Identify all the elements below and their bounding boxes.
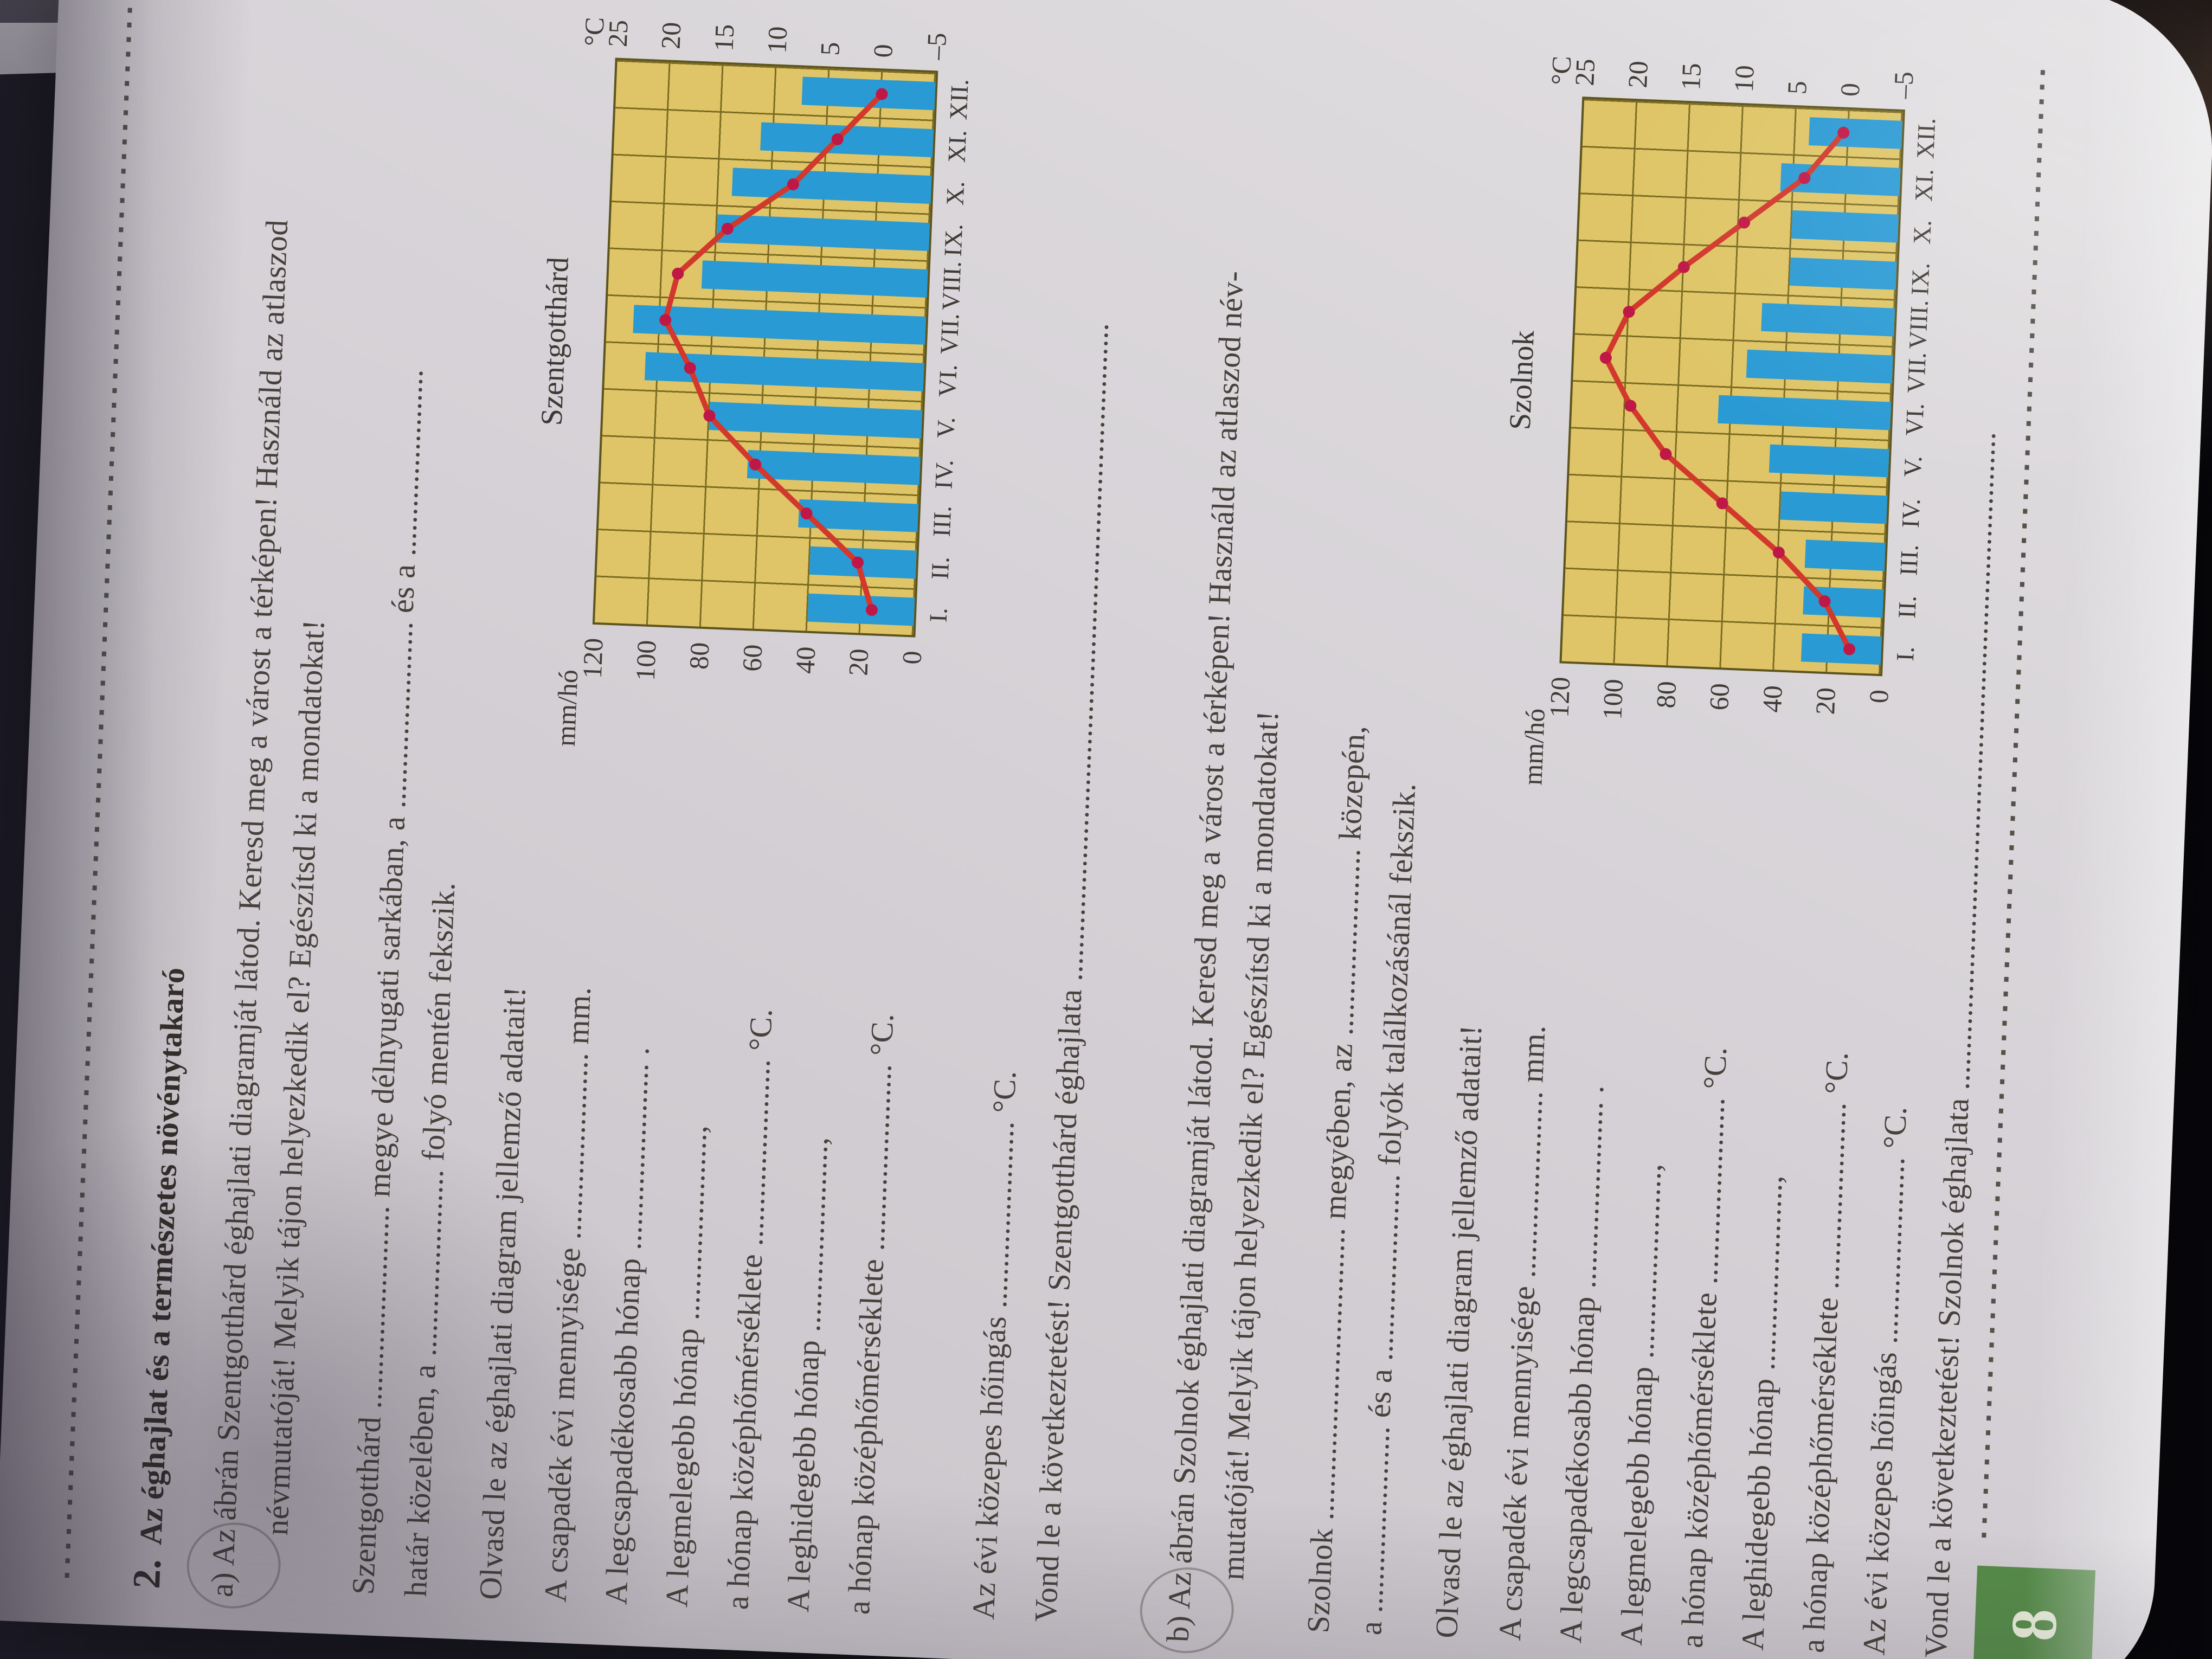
mm-tick-label: 20 <box>843 648 874 677</box>
a-conclusion-line: Vond le a következtetést! Szentgotthárd … <box>1027 321 1115 1623</box>
month-label: VI. <box>933 364 962 398</box>
mm-tick-label: 100 <box>629 639 662 681</box>
month-label: XI. <box>1909 168 1939 202</box>
b-read-prompt: Olvasd le az éghajlati diagram jellemző … <box>1429 1024 1489 1639</box>
b-list-line: Az évi közepes hőingás .................… <box>1856 1105 1914 1656</box>
page-number-badge: 8 <box>1972 1565 2096 1659</box>
b-list-line: a hónap középhőmérséklete ..............… <box>1674 1046 1734 1649</box>
a-list-line: A leghidegebb hónap ....................… <box>780 1136 835 1613</box>
celsius-tick-label: –5 <box>1887 70 1919 100</box>
b-list-line: A legcsapadékosabb hónap ...............… <box>1552 1084 1611 1644</box>
month-label: VIII. <box>1904 299 1933 350</box>
plot-area <box>1559 97 1905 677</box>
celsius-tick-label: 10 <box>761 25 793 54</box>
month-label: VIII. <box>936 260 967 311</box>
celsius-tick-label: 5 <box>814 41 846 56</box>
chart-title: Szentgotthárd <box>535 256 575 427</box>
mm-tick-label: 40 <box>789 646 821 674</box>
month-label: II. <box>925 556 955 580</box>
a-read-prompt: Olvasd le az éghajlati diagram jellemző … <box>472 986 532 1600</box>
month-label: XII. <box>944 78 974 121</box>
mm-tick-label: 80 <box>683 641 715 670</box>
temperature-line-layer <box>1599 126 1856 655</box>
mm-tick-label: 80 <box>1650 680 1682 709</box>
celsius-tick-label: 5 <box>1781 80 1812 95</box>
month-label: V. <box>931 416 960 439</box>
month-label: IX. <box>938 223 968 257</box>
month-label: IV. <box>1896 498 1926 529</box>
month-label: VII. <box>1901 351 1931 394</box>
celsius-tick-label: 20 <box>655 21 687 50</box>
page-number: 8 <box>1997 1607 2071 1643</box>
a-list-line: A csapadék évi mennyisége ..............… <box>537 986 597 1603</box>
month-label: X. <box>1907 219 1937 245</box>
temperature-line <box>663 92 884 611</box>
mm-tick-label: 100 <box>1597 678 1629 721</box>
mm-tick-label: 120 <box>576 637 609 679</box>
plot-area <box>592 57 938 638</box>
a-list-line: a hónap középhőmérséklete ..............… <box>719 1007 779 1611</box>
month-label: II. <box>1893 595 1921 619</box>
month-label: I. <box>924 607 953 623</box>
b-list-line: A leghidegebb hónap ....................… <box>1734 1174 1789 1651</box>
task-heading: 2. Az éghajlat és a természetes növénytak… <box>124 967 194 1590</box>
temperature-marker <box>865 604 878 616</box>
month-label: VII. <box>935 313 964 355</box>
celsius-tick-label: 10 <box>1728 65 1760 93</box>
mm-tick-label: 0 <box>1863 689 1894 704</box>
mm-tick-label: 120 <box>1544 676 1576 718</box>
month-label: XII. <box>1911 117 1941 159</box>
b-list-line: A legmelegebb hónap ....................… <box>1613 1162 1668 1647</box>
mm-tick-label: 60 <box>736 644 768 672</box>
task-number: 2. <box>124 1558 169 1590</box>
celsius-tick-label: 0 <box>867 43 899 59</box>
celsius-tick-label: 20 <box>1622 60 1654 89</box>
mm-tick-label: 0 <box>896 650 928 665</box>
a-list-line: a hónap középhőmérséklete ..............… <box>840 1012 901 1616</box>
month-label: VI. <box>1900 402 1930 436</box>
month-label: III. <box>1894 544 1924 576</box>
a-list-line: A legmelegebb hónap ....................… <box>659 1124 713 1608</box>
temperature-line-layer <box>659 88 888 616</box>
mm-tick-label: 40 <box>1757 685 1789 713</box>
celsius-tick-label: 15 <box>708 23 740 52</box>
chart-title: Szolnok <box>1503 330 1541 431</box>
temperature-line <box>1603 131 1852 651</box>
celsius-tick-label: 15 <box>1675 62 1707 91</box>
task-title: Az éghajlat és a természetes növénytakar… <box>133 967 191 1546</box>
month-label: IV. <box>929 459 959 490</box>
mm-tick-label: 60 <box>1703 683 1735 711</box>
month-label: XI. <box>942 129 972 164</box>
a-list-line: Az évi közepes hőingás .................… <box>965 1070 1023 1621</box>
b-list-line: a hónap középhőmérséklete ..............… <box>1795 1051 1855 1654</box>
month-label: X. <box>941 181 970 206</box>
dotted-rule-bottom <box>1982 69 2046 1538</box>
mm-tick-label: 20 <box>1809 686 1841 716</box>
month-label: I. <box>1891 646 1920 662</box>
dotted-rule-top <box>65 0 133 1578</box>
celsius-tick-label: 25 <box>1569 58 1601 87</box>
b-list-line: A csapadék évi mennyisége ..............… <box>1491 1024 1552 1642</box>
celsius-tick-label: –5 <box>921 32 953 61</box>
a-list-line: A legcsapadékosabb hónap ...............… <box>598 1046 656 1606</box>
month-label: III. <box>927 505 957 538</box>
month-label: IX. <box>1906 262 1935 296</box>
month-label: V. <box>1898 455 1927 478</box>
b-conclusion-line: Vond le a következtetést! Szolnok éghajl… <box>1918 430 2003 1658</box>
celsius-tick-label: 0 <box>1834 82 1866 98</box>
a-fill-line2: határ közelében, a .....................… <box>397 881 462 1598</box>
celsius-tick-label: 25 <box>602 19 634 48</box>
